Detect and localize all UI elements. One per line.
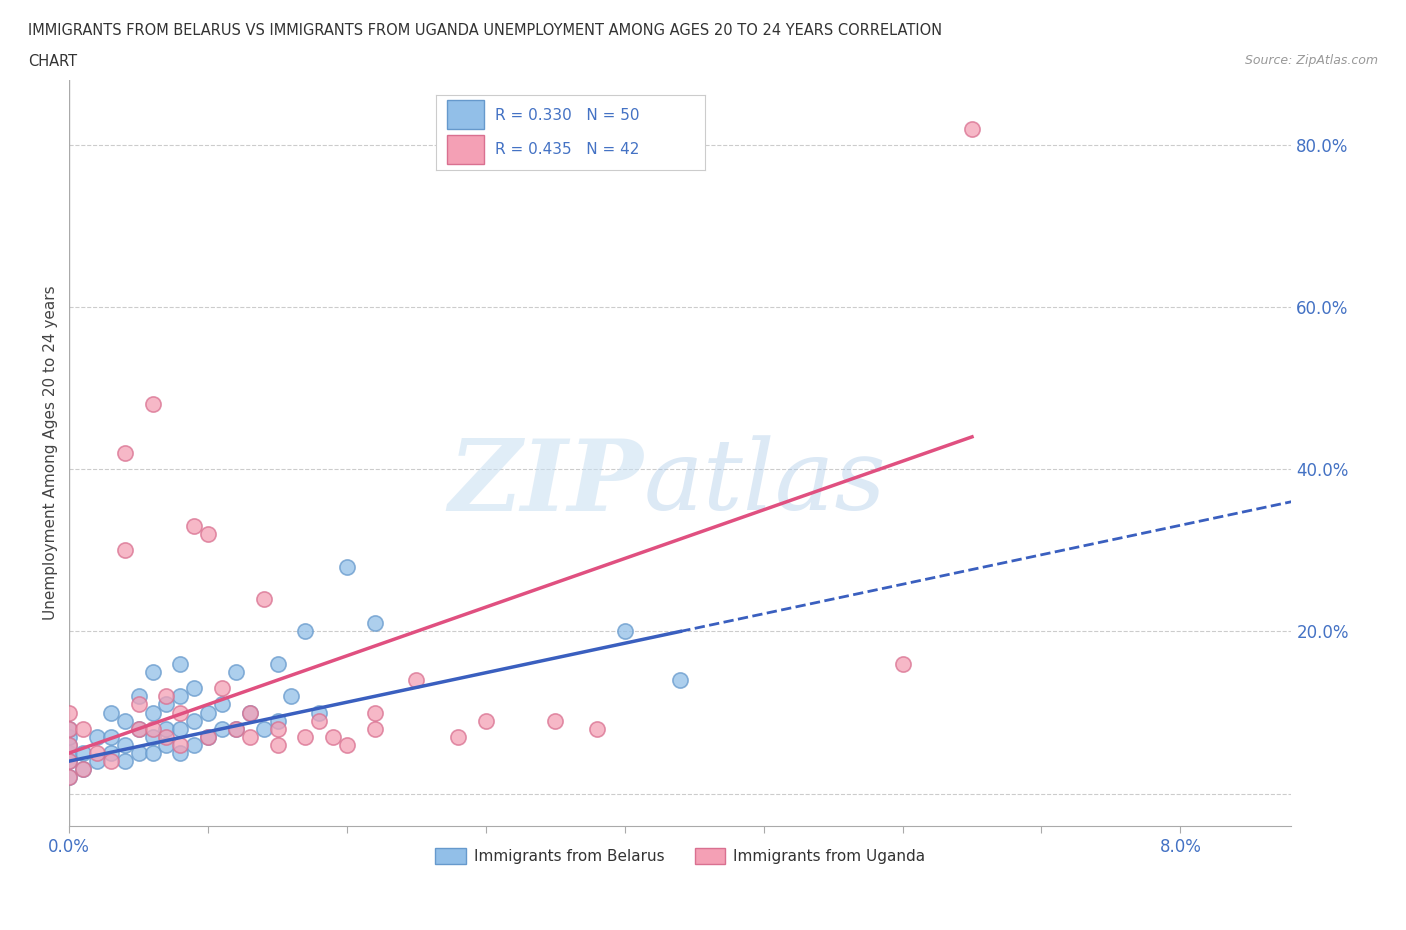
Point [169,722,191,737]
Point [142,397,165,412]
Text: IMMIGRANTS FROM BELARUS VS IMMIGRANTS FROM UGANDA UNEMPLOYMENT AMONG AGES 20 TO : IMMIGRANTS FROM BELARUS VS IMMIGRANTS FR… [28,23,942,38]
Point [114,737,136,752]
Point [72,722,94,737]
Point [58,753,80,768]
Point [197,729,219,744]
Point [197,705,219,720]
Point [58,737,80,752]
Point [266,722,288,737]
Point [114,713,136,728]
Point [405,672,427,687]
Point [169,689,191,704]
Point [142,665,165,680]
Point [211,697,233,711]
Point [322,729,344,744]
Text: atlas: atlas [644,435,886,530]
Point [280,689,302,704]
Point [266,657,288,671]
Point [308,713,330,728]
Point [891,657,914,671]
Point [72,762,94,777]
Point [336,559,359,574]
Point [544,713,567,728]
Point [114,753,136,768]
Point [266,737,288,752]
Point [72,746,94,761]
Legend: Immigrants from Belarus, Immigrants from Uganda: Immigrants from Belarus, Immigrants from… [429,843,931,870]
Point [586,722,609,737]
Point [58,705,80,720]
Point [239,705,262,720]
Point [58,722,80,737]
Text: ZIP: ZIP [449,434,644,531]
Point [447,729,470,744]
Point [128,697,150,711]
Point [960,121,983,136]
Point [669,672,692,687]
Point [211,722,233,737]
Point [128,746,150,761]
Point [169,705,191,720]
Point [58,737,80,752]
Point [100,705,122,720]
Point [58,770,80,785]
Point [169,737,191,752]
Point [183,737,205,752]
Point [114,543,136,558]
Point [183,713,205,728]
Point [155,722,177,737]
Point [169,746,191,761]
Text: Source: ZipAtlas.com: Source: ZipAtlas.com [1244,54,1378,67]
Point [225,722,247,737]
Point [58,729,80,744]
Point [336,737,359,752]
Point [128,722,150,737]
Point [86,729,108,744]
Y-axis label: Unemployment Among Ages 20 to 24 years: Unemployment Among Ages 20 to 24 years [44,286,58,620]
Point [169,657,191,671]
Point [142,729,165,744]
Point [239,705,262,720]
Point [364,616,387,631]
Point [253,722,276,737]
Text: CHART: CHART [28,54,77,69]
Point [211,681,233,696]
Point [155,689,177,704]
Point [613,624,636,639]
Point [364,722,387,737]
Point [253,591,276,606]
Point [128,722,150,737]
Point [58,770,80,785]
Point [239,729,262,744]
Point [183,519,205,534]
Point [225,722,247,737]
Point [114,445,136,460]
Point [266,713,288,728]
Point [100,729,122,744]
Point [100,753,122,768]
Point [86,753,108,768]
Point [142,705,165,720]
Point [100,746,122,761]
Point [155,697,177,711]
Point [86,746,108,761]
Point [155,737,177,752]
Point [58,746,80,761]
Point [128,689,150,704]
Point [72,762,94,777]
Point [142,722,165,737]
Point [308,705,330,720]
Point [294,624,316,639]
Point [183,681,205,696]
Point [364,705,387,720]
Point [475,713,498,728]
Point [58,722,80,737]
Point [197,526,219,541]
Point [155,729,177,744]
Point [58,753,80,768]
Point [294,729,316,744]
Point [225,665,247,680]
Point [197,729,219,744]
Point [142,746,165,761]
